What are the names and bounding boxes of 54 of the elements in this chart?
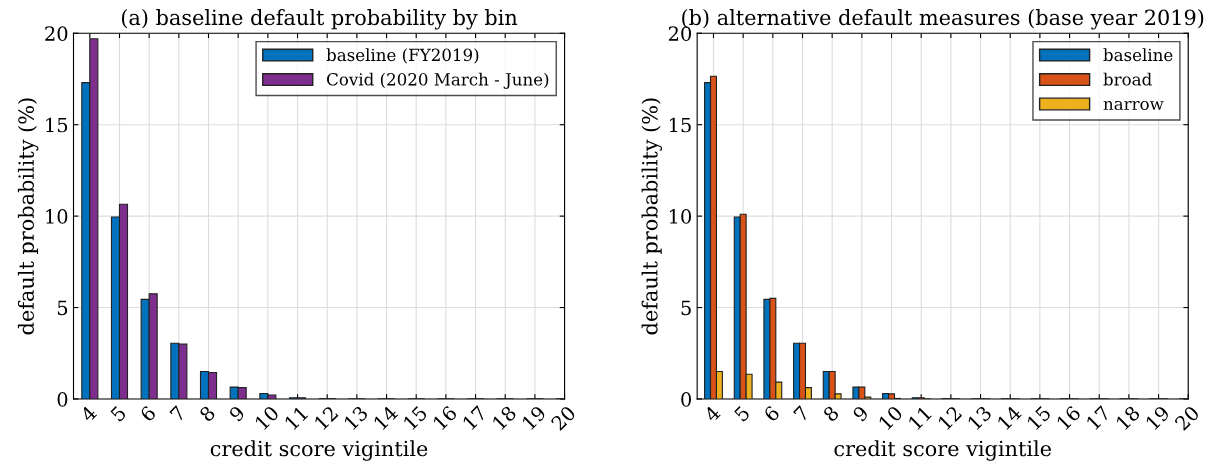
x-tick-label: 10: [878, 405, 904, 431]
y-axis-title: default probability (%): [17, 98, 39, 335]
y-tick-label: 15: [46, 117, 68, 133]
y-tick-label: 15: [669, 117, 691, 133]
y-tick-label: 5: [681, 300, 691, 316]
x-tick-label: 19: [521, 405, 547, 431]
x-tick-label: 4: [703, 404, 721, 423]
x-tick-label: 13: [967, 405, 993, 431]
x-tick-label: 18: [1115, 405, 1141, 431]
x-tick-label: 9: [851, 405, 870, 423]
x-tick-label: 14: [996, 404, 1023, 431]
x-axis-title: credit score vigintile: [834, 440, 1051, 461]
y-tick-label: 0: [681, 391, 692, 407]
x-tick-label: 17: [1085, 405, 1111, 431]
y-tick-label: 0: [57, 391, 68, 407]
y-axis-title: default probability (%): [641, 98, 663, 335]
x-tick-label: 7: [169, 405, 187, 422]
legend-label: baseline (FY2019): [326, 48, 479, 64]
x-tick-label: 20: [1174, 405, 1201, 432]
x-tick-label: 5: [733, 405, 751, 423]
legend-label: Covid (2020 March - June): [327, 72, 549, 89]
y-tick-label: 20: [45, 26, 68, 41]
x-tick-label: 10: [254, 405, 280, 431]
legend-label: broad: [1103, 72, 1152, 86]
chart-title: (a) baseline default probability by bin: [121, 9, 518, 30]
y-tick-label: 10: [669, 209, 692, 224]
x-tick-label: 9: [228, 405, 246, 423]
x-tick-label: 18: [491, 405, 518, 431]
x-tick-label: 17: [462, 405, 488, 431]
x-tick-label: 8: [822, 405, 840, 423]
x-tick-label: 15: [1026, 405, 1052, 431]
x-tick-label: 14: [373, 404, 399, 431]
x-tick-label: 19: [1145, 405, 1171, 431]
x-tick-label: 16: [1056, 404, 1082, 431]
x-tick-label: 4: [79, 404, 98, 423]
x-tick-label: 7: [793, 405, 810, 422]
x-axis-title: credit score vigintile: [210, 440, 428, 461]
y-tick-label: 20: [668, 26, 692, 41]
legend-label: narrow: [1103, 100, 1164, 111]
x-tick-label: 16: [432, 404, 458, 431]
y-tick-label: 5: [57, 300, 68, 316]
x-tick-label: 11: [907, 406, 932, 431]
x-tick-label: 12: [313, 405, 339, 431]
x-tick-label: 13: [343, 405, 369, 431]
x-tick-label: 11: [284, 406, 309, 431]
x-tick-label: 15: [402, 405, 428, 431]
legend-label: baseline: [1103, 48, 1173, 62]
x-tick-label: 12: [937, 405, 963, 431]
x-tick-label: 20: [550, 405, 577, 432]
y-tick-label: 10: [46, 209, 68, 224]
x-tick-label: 5: [110, 405, 127, 423]
x-tick-label: 8: [198, 405, 216, 423]
x-tick-label: 6: [762, 404, 781, 423]
x-tick-label: 6: [139, 404, 157, 423]
